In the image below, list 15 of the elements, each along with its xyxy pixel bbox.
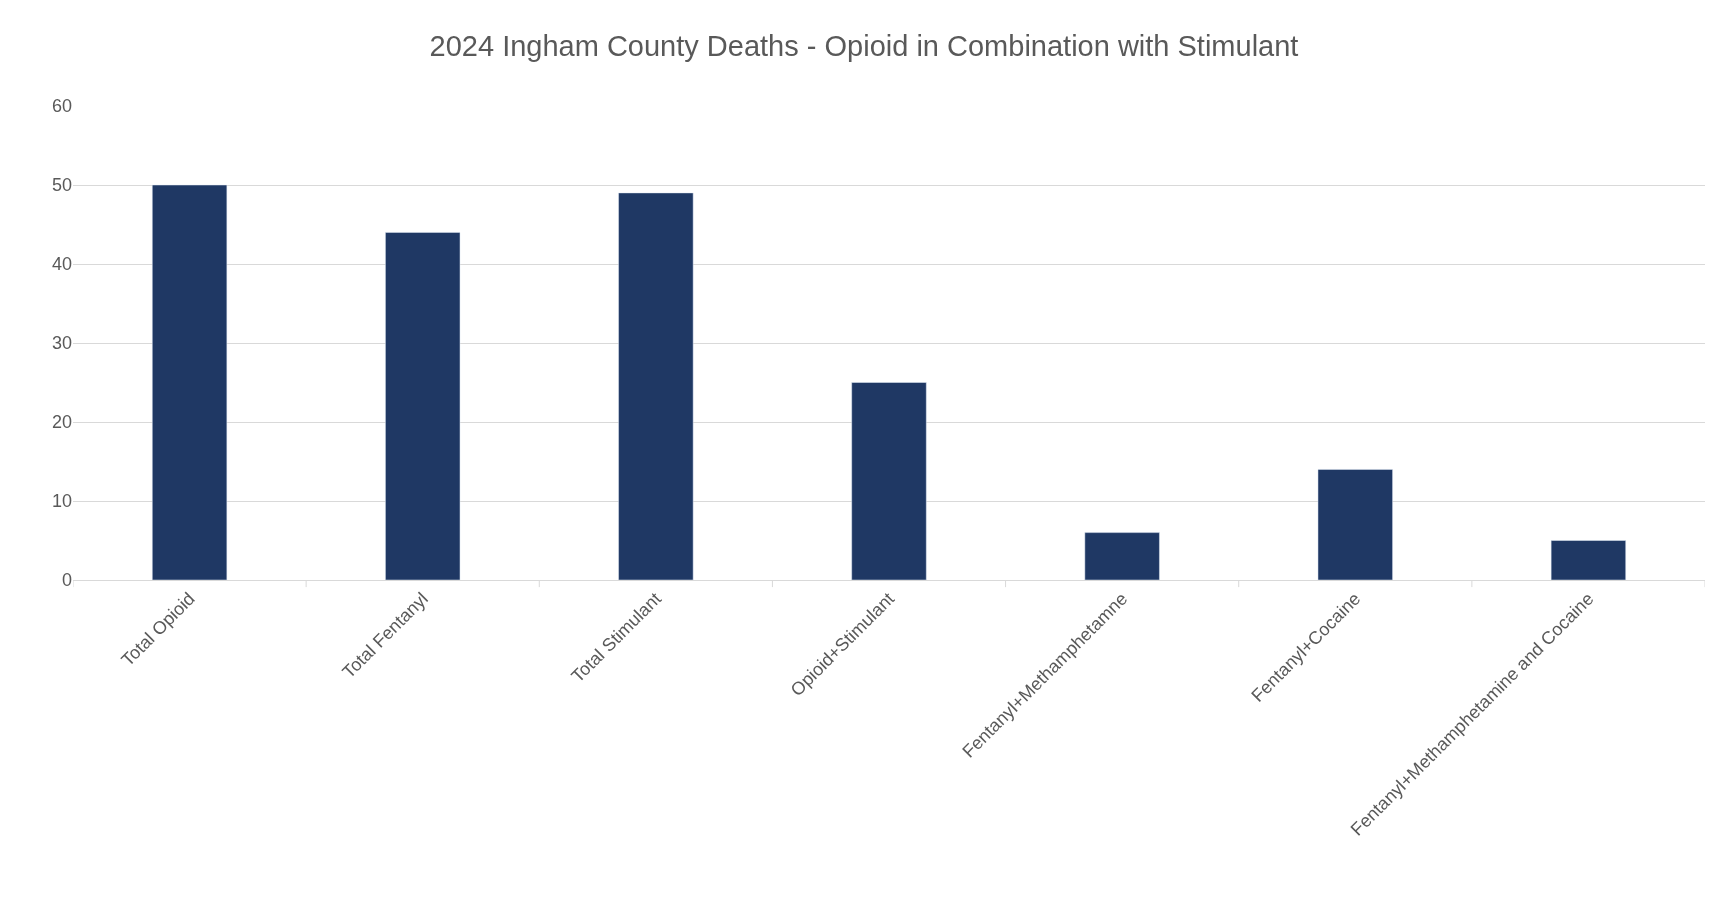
y-tick-label: 10 [51, 491, 72, 512]
y-tick-label: 30 [51, 333, 72, 354]
bar [1317, 469, 1393, 580]
y-tick-label: 40 [51, 254, 72, 275]
bar [1550, 540, 1626, 580]
y-tick-label: 0 [61, 570, 72, 591]
bar [152, 184, 228, 580]
bar [618, 192, 694, 580]
y-tick-label: 60 [51, 96, 72, 117]
chart-title: 2024 Ingham County Deaths - Opioid in Combination with Stimulant [429, 30, 1299, 63]
bar [385, 232, 461, 580]
y-tick-label: 20 [51, 412, 72, 433]
bar [1084, 532, 1160, 580]
y-tick-label: 50 [51, 175, 72, 196]
bar [851, 382, 927, 580]
